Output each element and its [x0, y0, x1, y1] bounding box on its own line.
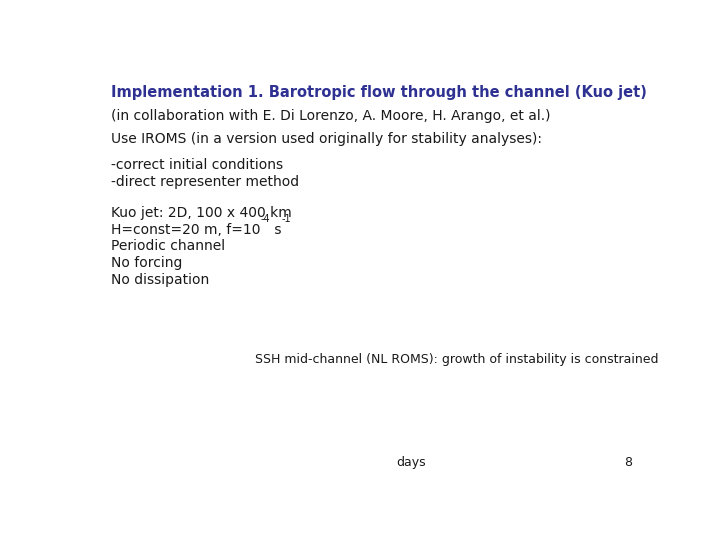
Text: (in collaboration with E. Di Lorenzo, A. Moore, H. Arango, et al.): (in collaboration with E. Di Lorenzo, A.… — [111, 109, 551, 123]
Text: Kuo jet: 2D, 100 x 400 km: Kuo jet: 2D, 100 x 400 km — [111, 206, 292, 220]
Text: Implementation 1. Barotropic flow through the channel (Kuo jet): Implementation 1. Barotropic flow throug… — [111, 85, 647, 100]
Text: -direct representer method: -direct representer method — [111, 175, 300, 189]
Text: Use IROMS (in a version used originally for stability analyses):: Use IROMS (in a version used originally … — [111, 132, 542, 146]
Text: Periodic channel: Periodic channel — [111, 239, 225, 253]
Text: days: days — [396, 456, 426, 469]
Text: SSH mid-channel (NL ROMS): growth of instability is constrained: SSH mid-channel (NL ROMS): growth of ins… — [255, 353, 658, 366]
Text: -correct initial conditions: -correct initial conditions — [111, 158, 284, 172]
Text: -1: -1 — [282, 214, 292, 224]
Text: 8: 8 — [624, 456, 633, 469]
Text: -4: -4 — [261, 214, 270, 224]
Text: No forcing: No forcing — [111, 256, 183, 270]
Text: No dissipation: No dissipation — [111, 273, 210, 287]
Text: H=const=20 m, f=10: H=const=20 m, f=10 — [111, 223, 261, 237]
Text: s: s — [270, 223, 282, 237]
